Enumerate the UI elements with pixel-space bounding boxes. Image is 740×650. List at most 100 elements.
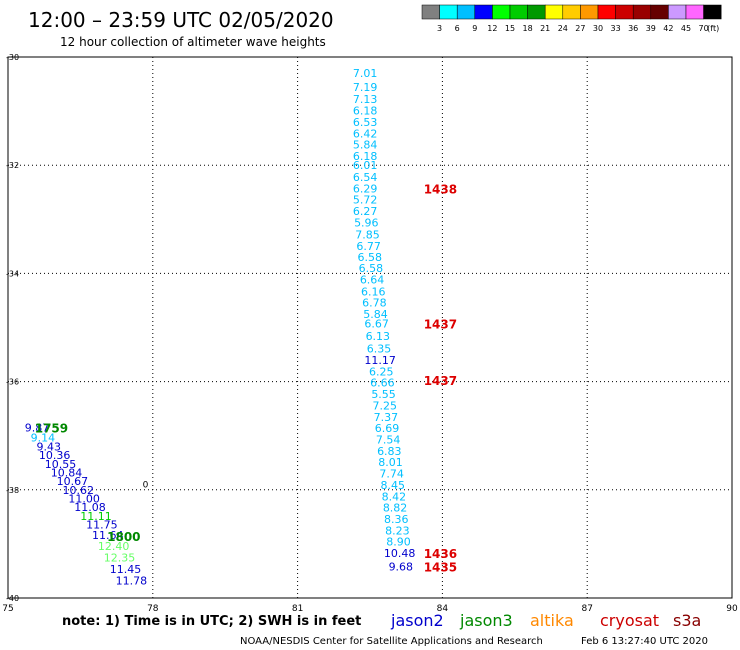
colorbar-label: 6	[455, 24, 460, 33]
legend-s3a: s3a	[673, 611, 701, 630]
y-tick-label: -30	[6, 53, 19, 62]
colorbar-swatch	[492, 4, 511, 20]
colorbar-label: 33	[611, 24, 621, 33]
colorbar-label: 70	[699, 24, 709, 33]
colorbar-label: 12	[487, 24, 497, 33]
colorbar-swatch	[474, 4, 493, 20]
colorbar-label: 36	[628, 24, 638, 33]
swh-value-label: 11.78	[116, 575, 148, 588]
time-label: 1759	[35, 422, 68, 436]
colorbar-label: 9	[472, 24, 477, 33]
swh-value-label: 8.36	[384, 513, 409, 526]
swh-value-label: 11.08	[74, 501, 106, 514]
colorbar-label: 45	[681, 24, 691, 33]
satellite-legend: jason2 jason3 altika cryosat s3a	[390, 611, 701, 630]
swh-value-label: 6.18	[353, 150, 378, 163]
y-tick-label: -40	[6, 594, 19, 603]
swh-value-label: 10.67	[57, 475, 89, 488]
swh-value-label: 10.55	[45, 458, 77, 471]
colorbar-swatch	[544, 4, 564, 20]
colorbar-label: 30	[593, 24, 603, 33]
colorbar-swatch	[597, 4, 616, 20]
footer-timestamp: Feb 6 13:27:40 UTC 2020	[581, 636, 708, 647]
colorbar-label: 15	[505, 24, 515, 33]
swh-value-label: 9.68	[389, 561, 414, 574]
swh-value-label: 6.66	[370, 377, 395, 390]
legend-cryosat: cryosat	[600, 611, 659, 630]
plot-frame	[7, 56, 733, 599]
track-marker: 0	[143, 480, 149, 490]
swh-value-label: 7.54	[376, 433, 401, 446]
chart-title: 12:00 – 23:59 UTC 02/05/2020	[28, 8, 334, 32]
swh-value-label: 10.36	[39, 449, 71, 462]
swh-value-label: 7.13	[353, 93, 378, 106]
colorbar-swatch	[439, 4, 458, 20]
swh-value-label: 6.29	[353, 182, 378, 195]
swh-value-label: 6.27	[353, 205, 378, 218]
grid-lines	[8, 57, 732, 598]
colorbar-swatch	[509, 4, 528, 20]
x-tick-label: 75	[2, 604, 13, 614]
x-tick-label: 81	[292, 604, 303, 614]
legend-jason3: jason3	[459, 611, 513, 630]
time-label: 1435	[424, 561, 457, 575]
colorbar-label: 27	[575, 24, 585, 33]
colorbar-swatch	[668, 4, 687, 20]
swh-value-label: 6.35	[367, 343, 392, 356]
time-label: 1438	[424, 182, 457, 196]
swh-value-label: 5.72	[353, 193, 378, 206]
colorbar-label: 3	[437, 24, 442, 33]
swh-value-label: 6.58	[359, 262, 384, 275]
colorbar-label: 39	[646, 24, 656, 33]
swh-value-label: 8.82	[383, 502, 408, 515]
swh-value-label: 6.53	[353, 116, 378, 129]
swh-value-label: 7.37	[374, 411, 399, 424]
swh-value-label: 10.62	[63, 484, 95, 497]
y-tick-label: -32	[6, 161, 19, 170]
colorbar-label: 42	[663, 24, 673, 33]
swh-value-label: 7.85	[355, 228, 380, 241]
colorbar-swatch	[456, 4, 476, 20]
plot-area: 75 78 81 84 87 90-30-32-34-36-38-40 7.017.197…	[2, 53, 738, 614]
footer-note: note: 1) Time is in UTC; 2) SWH is in fe…	[62, 614, 361, 629]
x-tick-label: 90	[726, 604, 738, 614]
colorbar-swatch	[421, 4, 440, 20]
swh-value-label: 11.45	[110, 563, 142, 576]
colorbar-swatch	[615, 4, 634, 20]
x-tick-label: 84	[437, 604, 449, 614]
time-label: 1800	[107, 530, 140, 544]
swh-value-label: 7.01	[353, 67, 378, 80]
color-scale-legend: 3 6 9 12 15 18 21 24 27 30 33 36 39 42 45 70(ft)	[421, 4, 722, 33]
colorbar-swatch	[703, 4, 722, 20]
colorbar-swatch	[650, 4, 669, 20]
legend-jason2: jason2	[390, 611, 444, 630]
swh-value-label: 6.54	[353, 171, 378, 184]
swh-value-label: 6.01	[353, 159, 378, 172]
y-tick-label: -38	[6, 486, 19, 495]
colorbar-label: 21	[540, 24, 550, 33]
swh-value-label: 6.69	[375, 422, 400, 435]
colorbar-label: 18	[523, 24, 533, 33]
y-tick-label: -34	[6, 269, 19, 278]
colorbar-label: 24	[558, 24, 568, 33]
swh-value-label: 6.18	[353, 105, 378, 118]
swh-value-label: 6.83	[377, 445, 402, 458]
time-label: 1437	[424, 374, 457, 388]
time-label: 1437	[424, 318, 457, 332]
swh-value-label: 7.19	[353, 81, 378, 94]
swh-value-label: 5.84	[363, 308, 388, 321]
swh-value-label: 5.55	[371, 388, 396, 401]
swh-value-label: 11.00	[68, 492, 100, 505]
swh-value-label: 7.25	[372, 399, 397, 412]
colorbar-swatch	[527, 4, 546, 20]
colorbar-label: (ft)	[707, 24, 719, 33]
swh-value-label: 10.48	[384, 547, 416, 560]
swh-value-label: 6.42	[353, 127, 378, 140]
colorbar-swatch	[685, 4, 704, 20]
time-label: 1436	[424, 547, 457, 561]
swh-value-label: 8.90	[386, 536, 411, 549]
y-tick-label: -36	[6, 378, 19, 387]
swh-value-label: 9.87	[25, 422, 50, 435]
swh-value-label: 6.25	[369, 365, 394, 378]
swh-value-label: 6.77	[356, 240, 381, 253]
